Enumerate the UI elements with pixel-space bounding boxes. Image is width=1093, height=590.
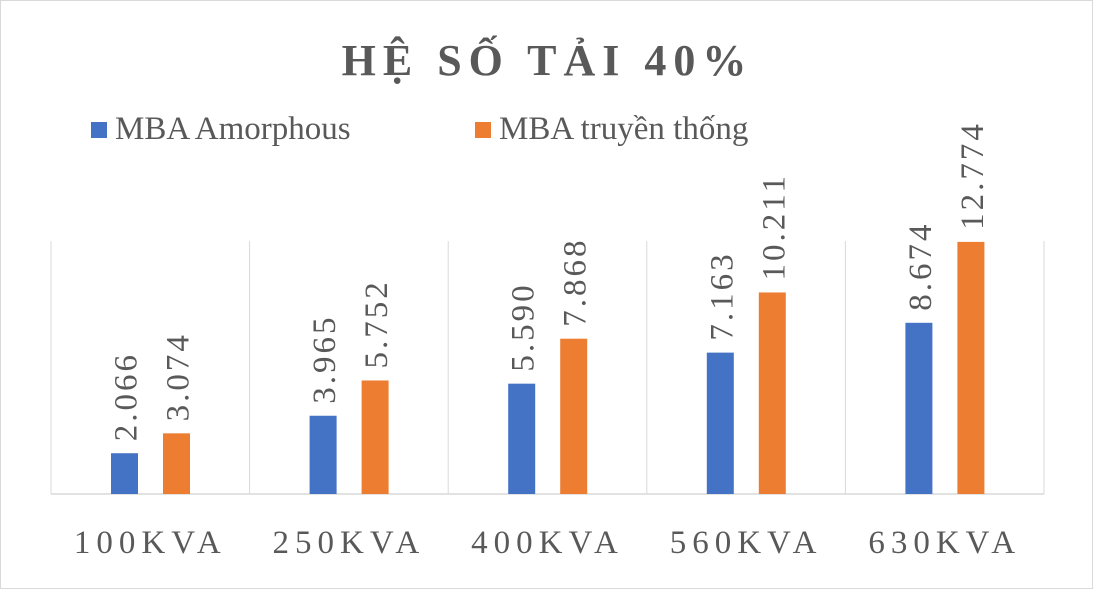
x-tick-label: 250KVA — [273, 525, 426, 561]
data-label: 3.074 — [161, 332, 197, 421]
legend-swatch-traditional — [475, 121, 491, 138]
bar — [508, 383, 536, 494]
x-tick-label: 100KVA — [74, 525, 227, 561]
chart-title: HỆ SỐ TẢI 40% — [341, 36, 754, 85]
data-label: 7.163 — [704, 251, 740, 340]
x-tick-label: 630KVA — [868, 525, 1021, 561]
bar — [706, 352, 734, 494]
data-label: 10.211 — [756, 173, 792, 281]
bar — [111, 453, 138, 494]
x-tick-label: 400KVA — [471, 525, 624, 561]
legend-item-traditional: MBA truyền thống — [475, 111, 748, 148]
data-label: 7.868 — [558, 237, 594, 326]
data-label: 3.965 — [307, 314, 343, 403]
x-tick-label: 560KVA — [670, 525, 823, 561]
bar — [560, 338, 588, 494]
legend-swatch-amorphous — [91, 121, 107, 138]
bar — [309, 415, 337, 494]
bar — [905, 322, 933, 494]
data-label: 8.674 — [903, 222, 939, 311]
legend-item-amorphous: MBA Amorphous — [91, 111, 351, 148]
data-label: 5.752 — [359, 279, 395, 368]
bar — [163, 433, 190, 494]
bar — [361, 380, 389, 494]
legend-label-traditional: MBA truyền thống — [499, 111, 749, 147]
bar — [957, 241, 985, 494]
legend-label-amorphous: MBA Amorphous — [115, 111, 351, 147]
bar — [758, 292, 786, 494]
data-label: 5.590 — [506, 282, 542, 371]
data-label: 12.774 — [955, 121, 991, 230]
legend: MBA Amorphous MBA truyền thống — [1, 111, 1093, 151]
data-label: 2.066 — [109, 352, 145, 441]
